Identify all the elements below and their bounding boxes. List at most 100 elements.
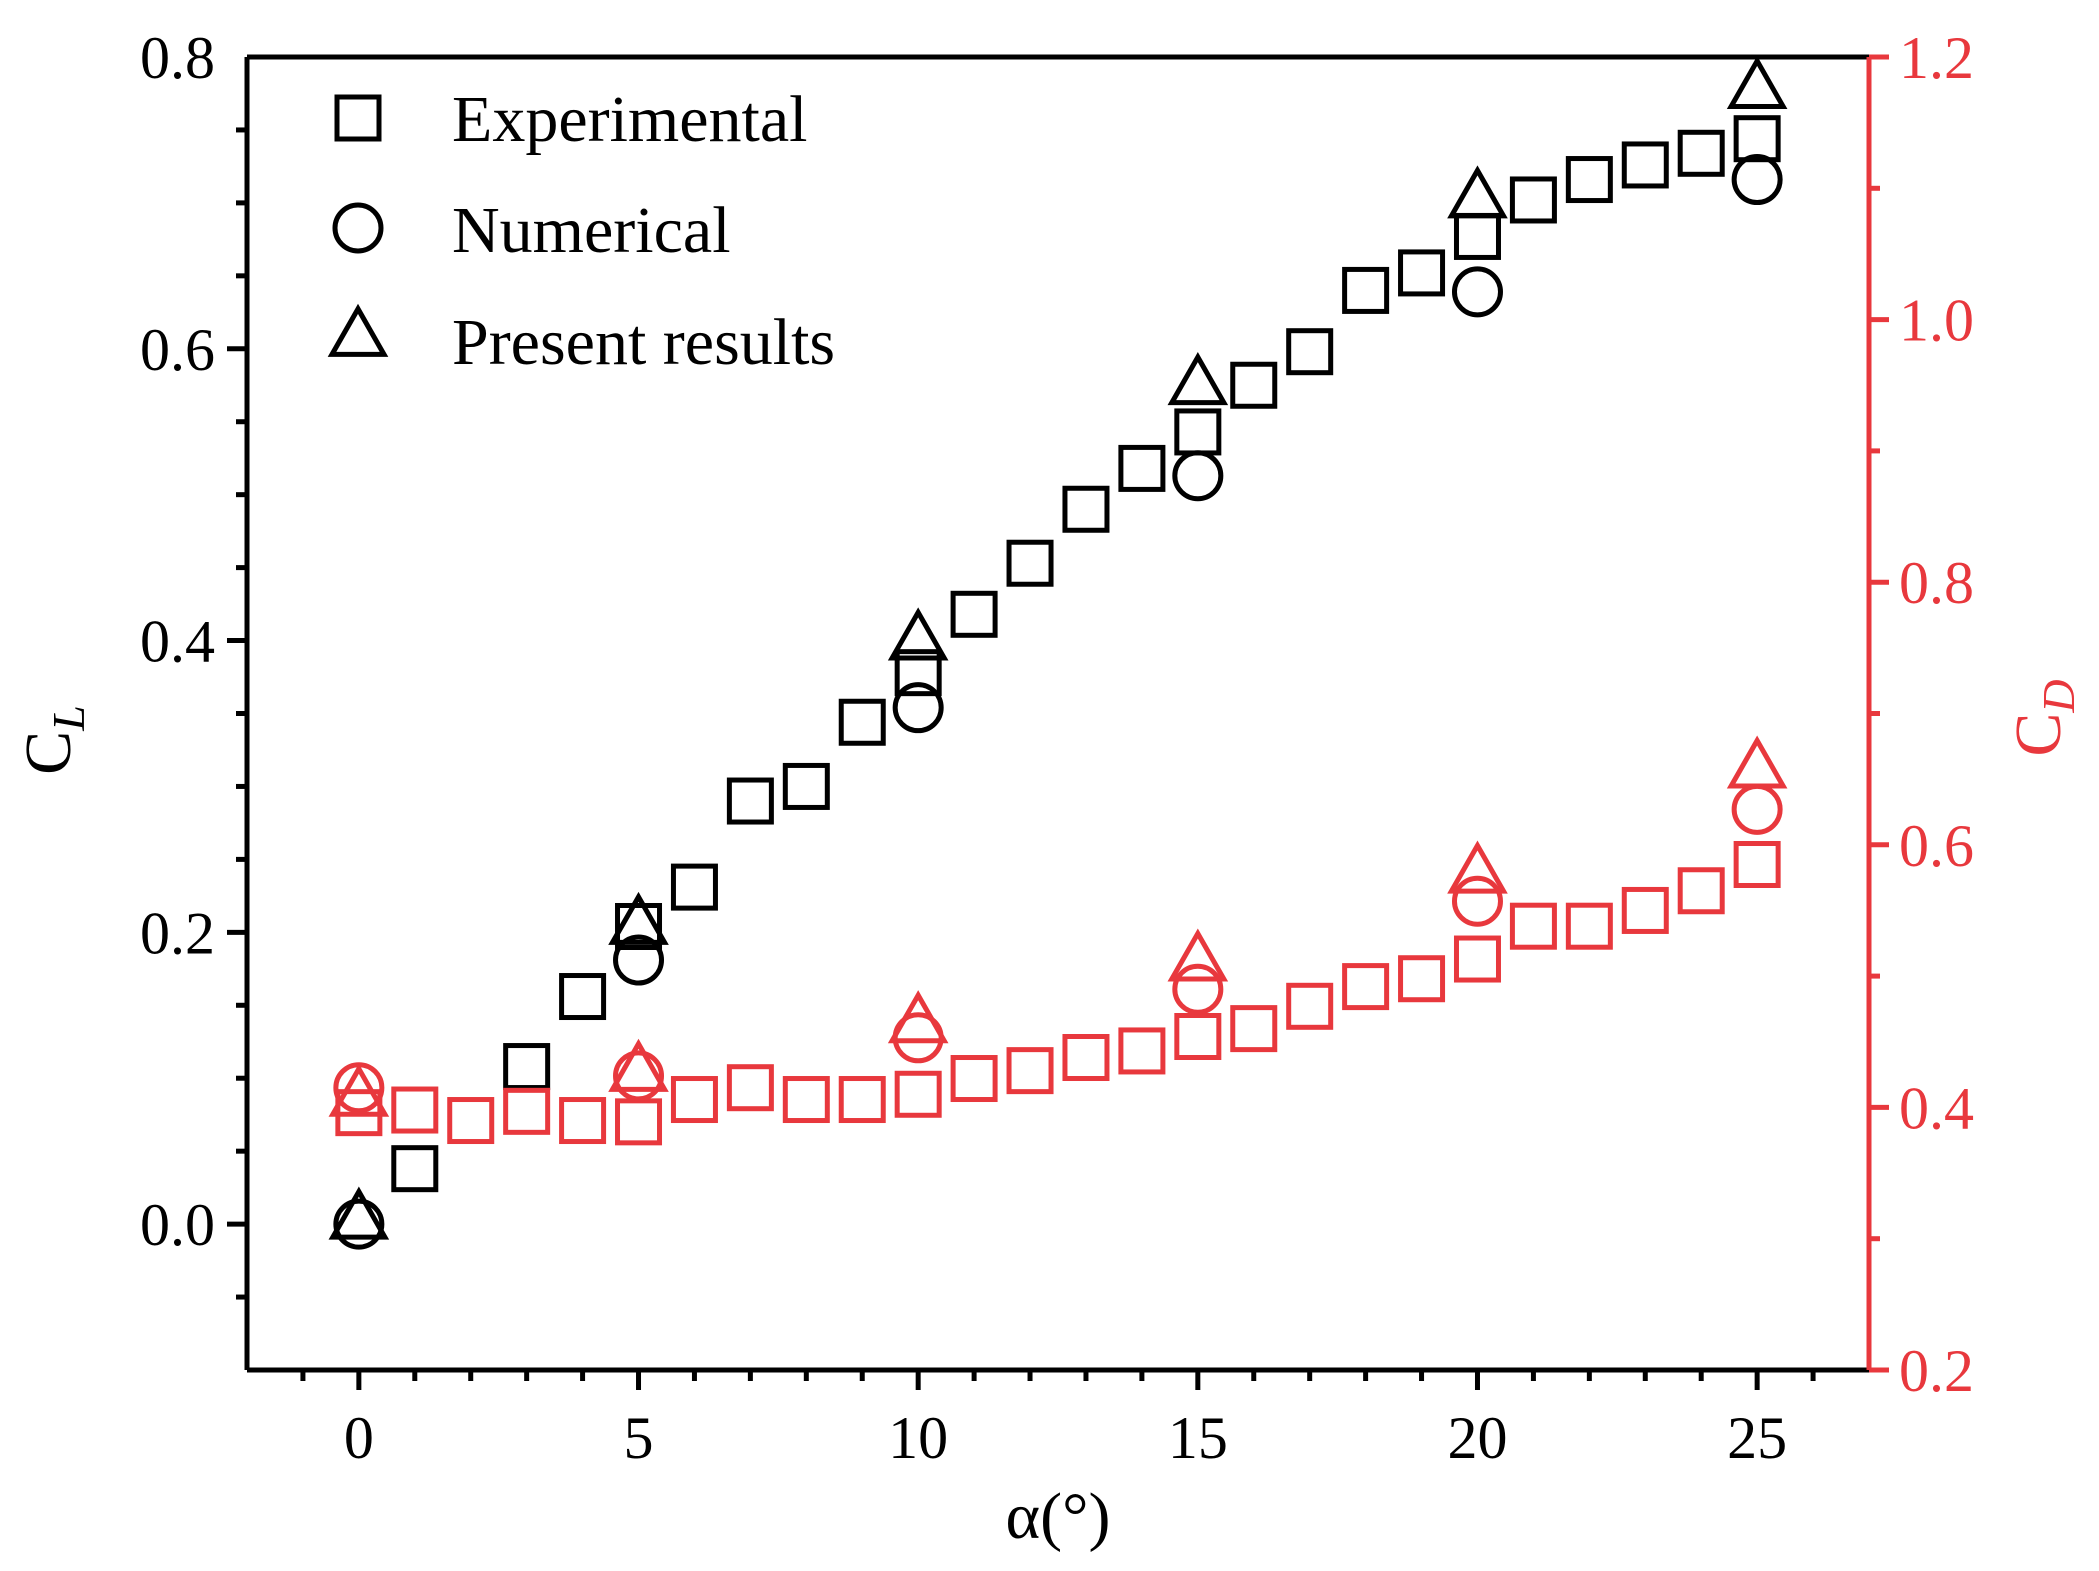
data-point-square xyxy=(1118,1027,1166,1075)
data-point-square xyxy=(447,1097,495,1145)
legend: Experimental Numerical Present results xyxy=(327,83,835,379)
data-point-square xyxy=(1509,176,1557,224)
y-right-tick-label: 0.6 xyxy=(1899,813,1974,879)
data-point-square xyxy=(894,649,942,697)
series-experimental-c-l xyxy=(391,115,1781,1193)
data-point-circle xyxy=(892,682,944,734)
data-point-square xyxy=(670,1076,718,1124)
legend-label-present-results: Present results xyxy=(452,306,835,379)
data-point-square xyxy=(391,1086,439,1134)
data-point-square xyxy=(894,1070,942,1118)
data-point-square xyxy=(1062,485,1110,533)
data-point-circle xyxy=(1172,963,1224,1015)
y-left-tick-label: 0.4 xyxy=(140,609,215,675)
legend-label-numerical: Numerical xyxy=(452,194,731,267)
data-point-square xyxy=(838,1076,886,1124)
legend-marker-square xyxy=(334,94,382,142)
data-point-square xyxy=(726,777,774,825)
x-axis: 0 5 10 15 20 25 xyxy=(300,1370,1816,1471)
data-point-square xyxy=(950,590,998,638)
data-point-square xyxy=(726,1064,774,1112)
legend-markers xyxy=(327,94,389,357)
data-point-square xyxy=(1174,1012,1222,1060)
data-point-square xyxy=(1006,539,1054,587)
y-left-tick-label: 0.6 xyxy=(140,317,215,383)
data-point-triangle xyxy=(1726,735,1788,789)
y-axis-left: 0.0 0.2 0.4 0.6 0.8 xyxy=(140,25,247,1300)
data-point-circle xyxy=(1172,450,1224,502)
data-point-square xyxy=(1677,129,1725,177)
data-point-circle xyxy=(613,934,665,986)
data-point-circle xyxy=(1451,266,1503,318)
data-point-triangle xyxy=(328,1063,390,1117)
data-point-square xyxy=(1621,141,1669,189)
x-tick-label: 25 xyxy=(1727,1405,1787,1471)
x-tick-label: 15 xyxy=(1168,1405,1228,1471)
data-point-square xyxy=(391,1145,439,1193)
data-point-triangle xyxy=(1447,840,1508,894)
legend-marker-triangle xyxy=(327,303,389,357)
y-axis-left-label-sub: L xyxy=(43,705,94,732)
data-point-circle xyxy=(1731,154,1783,206)
data-point-square xyxy=(503,1043,551,1091)
data-point-square xyxy=(670,863,718,911)
x-axis-label: α(°) xyxy=(1006,1480,1111,1553)
data-point-square xyxy=(1006,1047,1054,1095)
data-point-square xyxy=(950,1055,998,1103)
y-axis-left-label-main: C xyxy=(12,731,85,775)
y-right-tick-label: 0.2 xyxy=(1899,1338,1974,1404)
y-axis-right-label: CD xyxy=(2002,679,2084,756)
series-present-results-c-l xyxy=(328,55,1788,1240)
data-point-square xyxy=(1398,955,1446,1003)
data-point-square xyxy=(782,762,830,810)
y-right-tick-label: 1.2 xyxy=(1899,25,1974,91)
data-point-circle xyxy=(1731,783,1783,835)
data-point-square xyxy=(1509,902,1557,950)
data-point-square xyxy=(1398,249,1446,297)
data-point-square xyxy=(1453,935,1501,983)
data-point-triangle xyxy=(608,891,669,945)
data-point-square xyxy=(615,1098,663,1146)
data-point-triangle xyxy=(1167,352,1229,406)
data-point-square xyxy=(1286,328,1334,376)
data-point-square xyxy=(782,1076,830,1124)
y-axis-right: 0.2 0.4 0.6 0.8 1.0 1.2 xyxy=(1869,25,1974,1404)
data-point-square xyxy=(1342,266,1390,314)
data-point-square xyxy=(1733,115,1781,163)
x-tick-label: 20 xyxy=(1447,1405,1507,1471)
x-tick-label: 10 xyxy=(888,1405,948,1471)
data-point-triangle xyxy=(608,1038,669,1092)
data-point-square xyxy=(1677,867,1725,915)
data-point-circle xyxy=(1451,875,1503,927)
series-numerical-c-l xyxy=(333,154,1783,1250)
data-point-triangle xyxy=(328,1186,390,1240)
y-right-tick-label: 1.0 xyxy=(1899,288,1974,354)
y-right-tick-label: 0.4 xyxy=(1899,1075,1974,1141)
data-point-square xyxy=(1621,886,1669,934)
y-left-tick-label: 0.0 xyxy=(140,1192,215,1258)
data-marks xyxy=(328,55,1788,1250)
data-point-square xyxy=(1286,982,1334,1030)
data-point-square xyxy=(1230,1005,1278,1053)
series-experimental-c-d xyxy=(335,840,1781,1146)
data-point-square xyxy=(559,973,607,1021)
data-point-square xyxy=(1342,963,1390,1011)
series-present-results-c-d xyxy=(328,735,1788,1117)
data-point-triangle xyxy=(1726,55,1788,109)
y-axis-right-label-sub: D xyxy=(2033,679,2084,713)
data-point-square xyxy=(1565,156,1613,204)
y-right-tick-label: 0.8 xyxy=(1899,550,1974,616)
data-point-triangle xyxy=(1167,928,1229,982)
legend-label-experimental: Experimental xyxy=(452,83,808,156)
data-point-square xyxy=(838,698,886,746)
data-point-circle xyxy=(333,1198,385,1250)
y-axis-right-label-main: C xyxy=(2002,713,2075,757)
y-axis-left-label: CL xyxy=(12,705,94,775)
data-point-triangle xyxy=(1447,165,1508,219)
data-point-circle xyxy=(613,1050,665,1102)
y-left-tick-label: 0.2 xyxy=(140,900,215,966)
series-numerical-c-d xyxy=(333,783,1783,1114)
data-point-square xyxy=(1230,361,1278,409)
y-left-tick-label: 0.8 xyxy=(140,25,215,91)
